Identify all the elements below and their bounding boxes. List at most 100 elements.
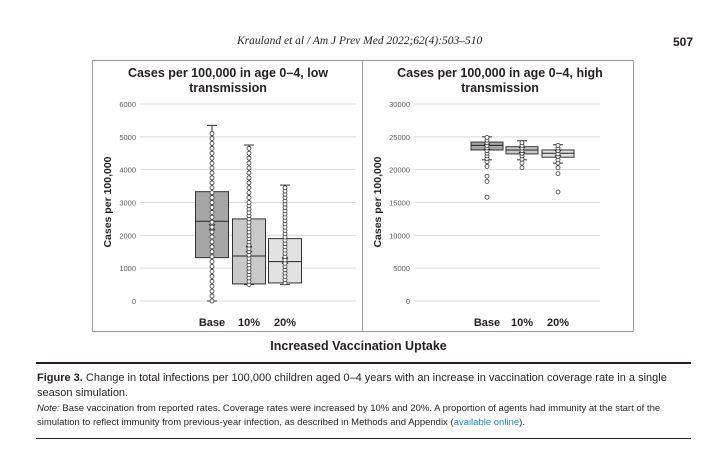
y-tick-label: 20000 (389, 166, 410, 175)
x-category-label: 20% (547, 317, 569, 329)
data-point (484, 194, 490, 200)
figure-caption: Figure 3. Change in total infections per… (37, 371, 692, 401)
data-point (246, 185, 252, 191)
data-point (519, 140, 525, 146)
caption-top-rule (36, 362, 691, 364)
data-point (246, 195, 252, 200)
x-category-label: Base (474, 317, 500, 329)
data-point (209, 239, 215, 245)
y-tick-label: 15000 (389, 199, 410, 208)
note-label: Note: (37, 403, 60, 414)
data-point (209, 298, 215, 304)
data-point (209, 180, 215, 186)
caption-label: Figure 3. (37, 372, 83, 384)
data-point (209, 273, 215, 279)
data-point (246, 150, 252, 156)
data-point (209, 269, 215, 274)
x-category-label: 20% (274, 317, 296, 329)
y-tick-label: 10000 (389, 231, 410, 240)
data-point (209, 234, 215, 240)
data-point (519, 160, 525, 166)
y-tick-label: 25000 (389, 133, 410, 142)
left-panel-title-line1: Cases per 100,000 in age 0–4, low (127, 66, 329, 80)
data-point (209, 278, 215, 284)
data-point (209, 214, 215, 220)
data-point (209, 200, 215, 205)
y-tick-label: 5000 (119, 133, 136, 142)
running-head: Krauland et al / Am J Prev Med 2022;62(4… (237, 35, 483, 47)
left-panel-title: Cases per 100,000 in age 0–4, low transm… (108, 66, 348, 96)
y-tick-label: 0 (132, 297, 136, 306)
data-point (209, 254, 215, 260)
data-point (246, 200, 252, 205)
figure-note: Note: Base vaccination from reported rat… (37, 402, 692, 429)
data-point (209, 145, 215, 151)
data-point (555, 189, 561, 195)
data-point (484, 163, 490, 169)
data-point (209, 150, 215, 156)
data-point (555, 171, 561, 177)
data-point (209, 195, 215, 200)
data-point (209, 185, 215, 191)
data-point (209, 293, 215, 299)
data-point (209, 209, 215, 215)
data-point (246, 155, 252, 161)
data-point (246, 165, 252, 171)
x-category-label: 10% (511, 317, 533, 329)
data-point (519, 165, 525, 171)
data-point (282, 185, 288, 191)
data-point (246, 145, 252, 151)
page-number: 507 (672, 35, 693, 49)
panel-divider (362, 60, 363, 332)
page-header: Krauland et al / Am J Prev Med 2022;62(4… (0, 35, 717, 51)
y-tick-label: 5000 (393, 264, 410, 273)
data-point (209, 175, 215, 181)
data-point (484, 173, 490, 179)
data-point (209, 229, 215, 235)
data-point (209, 155, 215, 161)
data-point (209, 264, 215, 269)
data-point (209, 244, 215, 250)
data-point (246, 160, 252, 166)
data-point (209, 165, 215, 171)
data-point (555, 165, 561, 171)
data-point (209, 160, 215, 166)
y-tick-label: 30000 (389, 100, 410, 109)
left-panel-title-line2: transmission (189, 81, 267, 95)
data-point (209, 288, 215, 294)
figure-frame (92, 60, 634, 332)
caption-bottom-rule (36, 438, 691, 439)
data-point (209, 283, 215, 289)
data-point (209, 190, 215, 196)
y-tick-label: 2000 (119, 231, 136, 240)
data-point (555, 142, 561, 148)
data-point (209, 170, 215, 176)
data-point (246, 180, 252, 186)
data-point (209, 136, 215, 141)
data-point (209, 249, 215, 255)
data-point (209, 140, 215, 146)
note-end: ). (519, 416, 525, 428)
data-point (484, 179, 490, 184)
x-category-label: Base (199, 317, 225, 329)
data-point (209, 131, 215, 136)
available-online-link[interactable]: available online (453, 416, 520, 428)
y-tick-label: 3000 (119, 199, 136, 208)
note-text: Base vaccination from reported rates. Co… (37, 403, 661, 428)
y-tick-label: 4000 (119, 166, 136, 175)
y-tick-label: 6000 (119, 100, 136, 109)
x-category-label: 10% (238, 317, 260, 329)
data-point (209, 219, 215, 225)
data-point (209, 224, 215, 230)
data-point (246, 170, 252, 176)
data-point (209, 205, 215, 210)
x-axis-title: Increased Vaccination Uptake (270, 339, 447, 353)
caption-text: Change in total infections per 100,000 c… (37, 372, 667, 399)
y-tick-label: 0 (406, 297, 410, 306)
y-tick-label: 1000 (119, 264, 136, 273)
data-point (246, 175, 252, 181)
right-panel-title-line1: Cases per 100,000 in age 0–4, high (397, 66, 603, 80)
data-point (246, 190, 252, 196)
right-panel-title-line2: transmission (461, 81, 539, 95)
data-point (209, 259, 215, 265)
